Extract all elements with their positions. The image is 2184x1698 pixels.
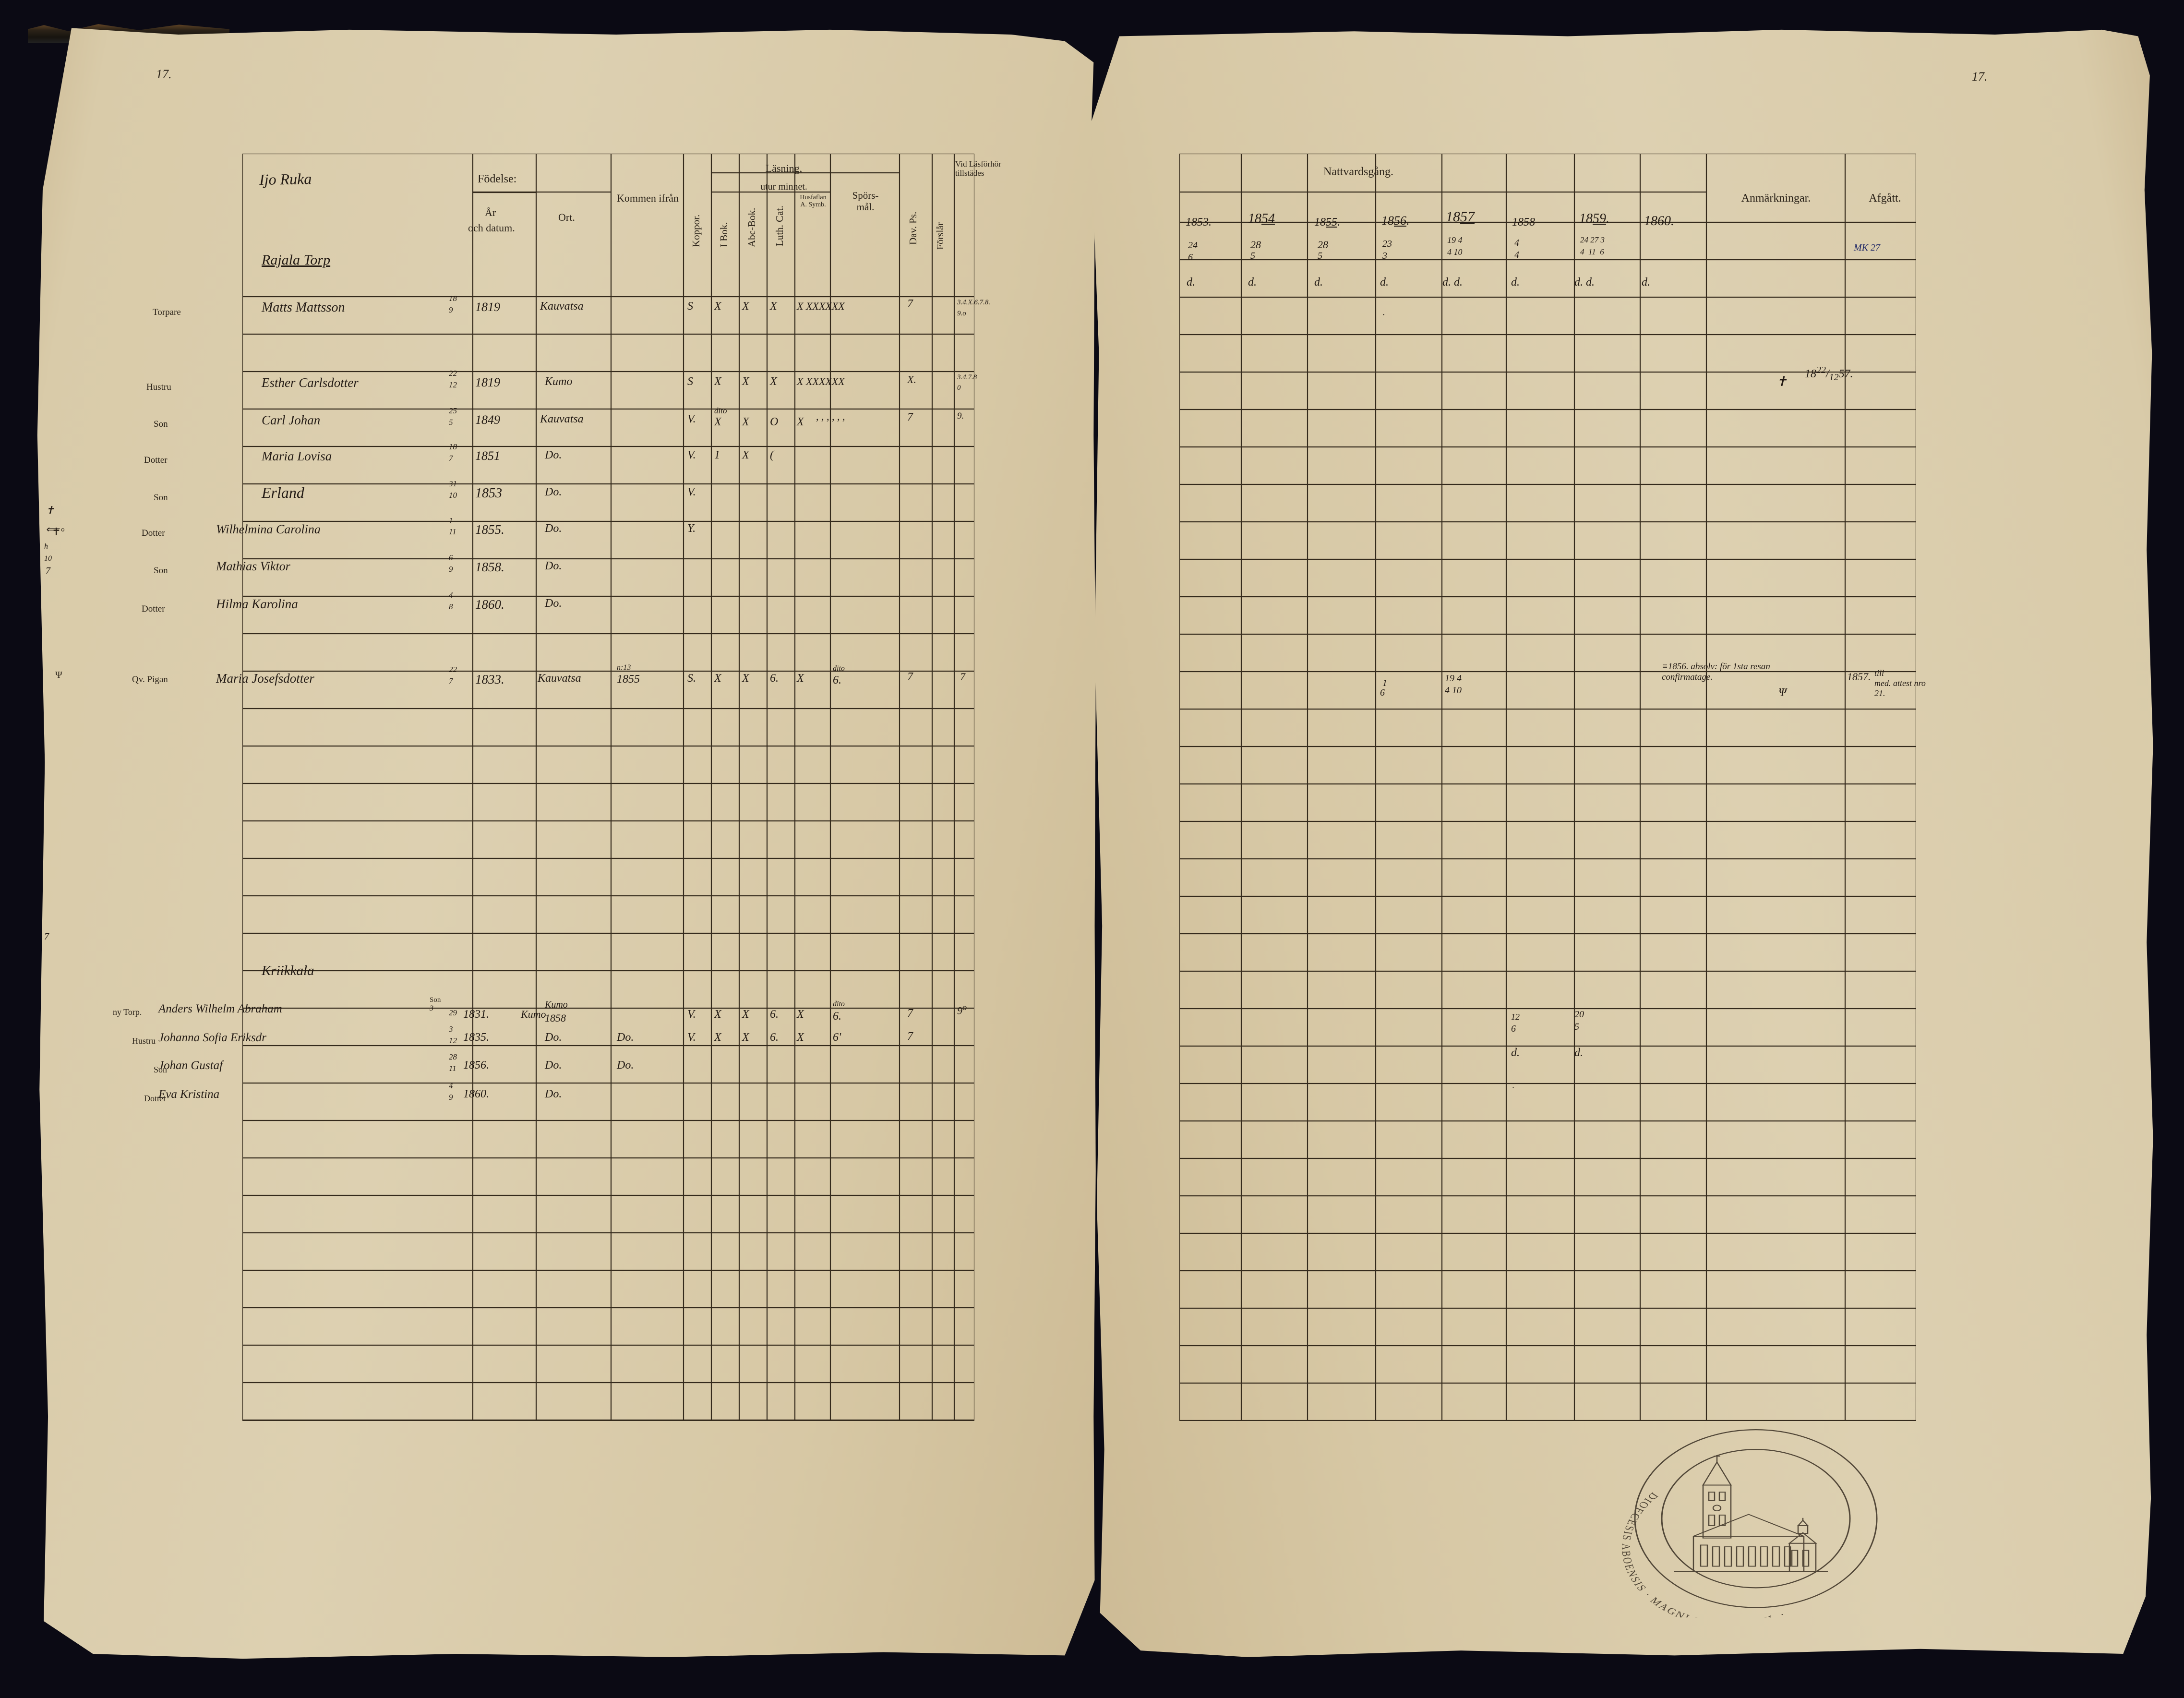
svg-text:DIOECESIS ABOENSIS · MAGNI PRI: DIOECESIS ABOENSIS · MAGNI PRINC · FINL …	[1621, 1491, 1788, 1617]
